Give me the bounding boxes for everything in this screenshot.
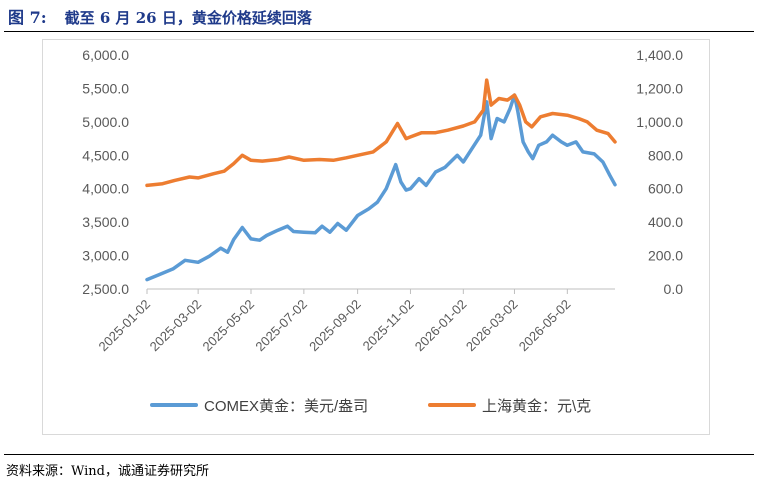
footer-divider	[4, 454, 754, 455]
shanghai-gold-series-line	[145, 78, 617, 188]
title-divider	[4, 31, 754, 32]
right-tick-label-1: 200.0	[648, 248, 683, 264]
left-tick-label-5: 5,000.0	[82, 114, 129, 130]
gold-price-chart: 2025-01-022025-03-022025-05-022025-07-02…	[82, 47, 683, 415]
left-tick-label-6: 5,500.0	[82, 80, 129, 96]
right-tick-label-5: 1,000.0	[636, 114, 683, 130]
x-tick-label-7: 2026-03-02	[463, 297, 521, 355]
left-y-axis: 2,500.0 3,000.0 3,500.0 4,000.0 4,500.0 5,000…	[82, 47, 129, 297]
x-axis: 2025-01-022025-03-022025-05-022025-07-02…	[95, 288, 615, 355]
right-tick-label-0: 0.0	[664, 281, 684, 297]
chart-frame	[42, 39, 710, 435]
right-tick-label-2: 400.0	[648, 214, 683, 230]
x-tick-label-8: 2026-05-02	[516, 297, 574, 355]
right-tick-label-3: 600.0	[648, 181, 683, 197]
x-tick-label-6: 2026-01-02	[412, 297, 470, 355]
left-tick-label-2: 3,500.0	[82, 214, 129, 230]
legend: COMEX黄金：美元/盎司 上海黄金：元\克	[150, 398, 591, 415]
right-tick-label-7: 1,400.0	[636, 47, 683, 63]
x-tick-label-2: 2025-05-02	[199, 297, 257, 355]
x-tick-label-4: 2025-09-02	[306, 297, 364, 355]
legend-label-0: COMEX黄金：美元/盎司	[204, 398, 368, 415]
figure-title: 截至 6 月 26 日，黄金价格延续回落	[64, 9, 312, 27]
legend-label-1: 上海黄金：元\克	[482, 398, 591, 415]
x-tick-label-0: 2025-01-02	[95, 297, 153, 355]
x-tick-label-5: 2025-11-02	[360, 297, 417, 354]
figure-title-row: 图 7: 截至 6 月 26 日，黄金价格延续回落	[8, 4, 312, 28]
x-tick-label-1: 2025-03-02	[147, 297, 205, 355]
left-tick-label-4: 4,500.0	[82, 147, 129, 163]
right-tick-label-4: 800.0	[648, 147, 683, 163]
x-tick-label-3: 2025-07-02	[252, 297, 310, 355]
source-note: 资料来源：Wind，诚通证券研究所	[6, 464, 209, 479]
left-tick-label-3: 4,000.0	[82, 181, 129, 197]
comex-gold-series-line	[145, 93, 617, 282]
left-tick-label-1: 3,000.0	[82, 248, 129, 264]
figure-label: 图 7:	[8, 8, 47, 27]
right-tick-label-6: 1,200.0	[636, 80, 683, 96]
left-tick-label-7: 6,000.0	[82, 47, 129, 63]
right-y-axis: 0.0 200.0 400.0 600.0 800.0 1,000.0 1,200.0 1,4…	[636, 47, 683, 297]
series-layer	[145, 78, 617, 282]
left-tick-label-0: 2,500.0	[82, 281, 129, 297]
